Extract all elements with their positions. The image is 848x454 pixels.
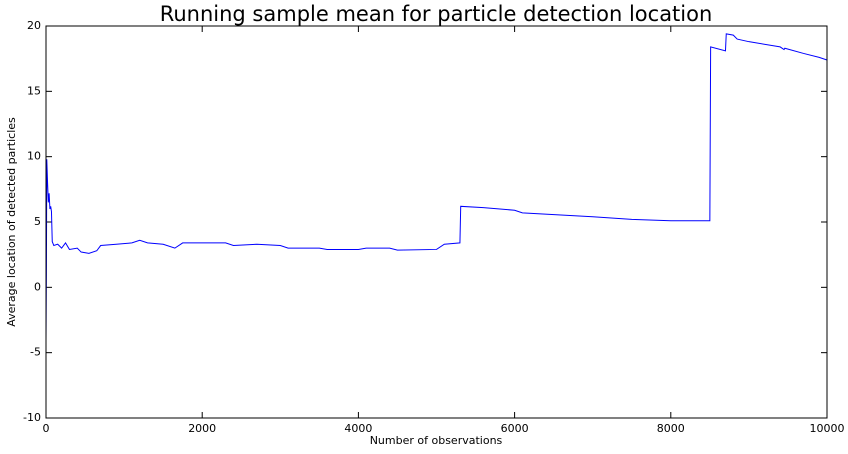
y-tick-label: 15 bbox=[27, 84, 41, 97]
y-tick-label: 0 bbox=[34, 280, 41, 293]
x-tick-label: 8000 bbox=[657, 422, 685, 435]
chart-title: Running sample mean for particle detecti… bbox=[160, 2, 713, 26]
x-axis-label: Number of observations bbox=[370, 434, 503, 447]
y-axis-label: Average location of detected particles bbox=[5, 117, 18, 327]
x-tick-label: 2000 bbox=[188, 422, 216, 435]
y-tick-label: -10 bbox=[23, 411, 41, 424]
y-tick-label: 20 bbox=[27, 19, 41, 32]
x-tick-label: 0 bbox=[43, 422, 50, 435]
x-tick-label: 6000 bbox=[501, 422, 529, 435]
plot-frame bbox=[45, 25, 828, 419]
y-tick-label: 10 bbox=[27, 150, 41, 163]
y-tick-label: -5 bbox=[30, 346, 41, 359]
data-line bbox=[45, 33, 828, 340]
y-tick-label: 5 bbox=[34, 215, 41, 228]
x-tick-label: 4000 bbox=[344, 422, 372, 435]
x-tick-label: 10000 bbox=[810, 422, 845, 435]
